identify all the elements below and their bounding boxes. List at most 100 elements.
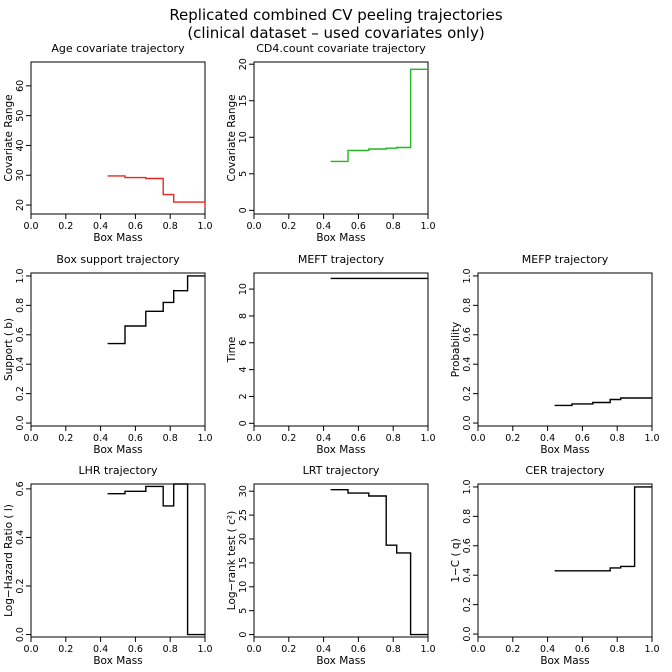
y-tick-label: 0.4 <box>462 357 473 372</box>
x-tick-label: 0.8 <box>386 433 401 444</box>
y-tick-label: 0.6 <box>462 538 473 553</box>
y-tick-label: 0.6 <box>15 327 26 342</box>
x-tick-label: 0.0 <box>246 433 261 444</box>
y-axis: 0 5 10 15 20 25 30 <box>238 485 254 638</box>
x-tick-label: 0.0 <box>23 644 38 655</box>
y-tick-label: 0.0 <box>462 627 473 642</box>
y-tick-label: 0.4 <box>462 568 473 583</box>
y-tick-label: 30 <box>238 485 249 497</box>
x-tick-label: 0.2 <box>281 644 296 655</box>
series-line <box>107 483 205 636</box>
y-axis: 0.0 0.2 0.4 0.6 0.8 1.0 <box>462 479 478 642</box>
x-tick-label: 0.4 <box>316 433 331 444</box>
x-tick-label: 0.2 <box>58 644 73 655</box>
x-tick-label: 0.0 <box>470 644 485 655</box>
x-tick-label: 0.0 <box>23 221 38 232</box>
plot-frame <box>253 272 429 427</box>
y-tick-label: 0 <box>238 420 249 426</box>
y-tick-label: 6 <box>238 340 249 346</box>
chart-panel-5: MEFP trajectory 0.0 0.2 0.4 0.6 0.8 1.0 Box Mas… <box>450 253 660 456</box>
y-tick-label: 0.8 <box>462 509 473 524</box>
x-axis-label: Box Mass <box>93 444 142 456</box>
x-tick-label: 0.6 <box>575 433 590 444</box>
x-axis: 0.0 0.2 0.4 0.6 0.8 1.0 <box>470 637 660 655</box>
chart-panel-3: Box support trajectory 0.0 0.2 0.4 0.6 0.8 1.0… <box>3 253 213 456</box>
x-tick-label: 0.6 <box>128 433 143 444</box>
x-tick-label: 0.8 <box>386 221 401 232</box>
y-tick-label: 1.0 <box>462 268 473 283</box>
series-line <box>330 68 428 163</box>
x-tick-label: 0.2 <box>58 433 73 444</box>
chart-panel-6: LHR trajectory 0.0 0.2 0.4 0.6 0.8 1.0 Box Mass… <box>3 464 213 667</box>
x-tick-label: 1.0 <box>420 433 435 444</box>
x-tick-label: 0.2 <box>58 221 73 232</box>
y-tick-label: 0.8 <box>15 298 26 313</box>
panel-title: CD4.count covariate trajectory <box>256 42 426 55</box>
x-tick-label: 1.0 <box>644 433 659 444</box>
y-tick-label: 1.0 <box>15 268 26 283</box>
y-tick-label: 15 <box>238 95 249 107</box>
x-tick-label: 0.6 <box>128 221 143 232</box>
y-axis-label: Time <box>226 337 238 364</box>
y-axis-label: 1−C ( q) <box>450 538 462 582</box>
y-tick-label: 4 <box>238 367 249 373</box>
figure-title-line-1: Replicated combined CV peeling trajector… <box>169 6 503 24</box>
y-tick-label: 0.2 <box>15 578 26 593</box>
x-axis-label: Box Mass <box>540 444 589 456</box>
y-tick-label: 0.6 <box>15 481 26 496</box>
y-axis: 0.0 0.2 0.4 0.6 <box>15 481 31 642</box>
panel-title: MEFT trajectory <box>298 253 385 266</box>
y-axis: 20 30 40 50 60 <box>15 80 31 211</box>
y-tick-label: 0.4 <box>15 530 26 545</box>
x-axis: 0.0 0.2 0.4 0.6 0.8 1.0 <box>246 637 436 655</box>
x-axis-label: Box Mass <box>93 232 142 244</box>
y-tick-label: 8 <box>238 313 249 319</box>
x-axis: 0.0 0.2 0.4 0.6 0.8 1.0 <box>246 426 436 444</box>
y-tick-label: 0 <box>238 207 249 213</box>
y-tick-label: 2 <box>238 393 249 399</box>
y-axis: 0 2 4 6 8 10 <box>238 283 254 426</box>
x-tick-label: 1.0 <box>420 221 435 232</box>
y-tick-label: 0.2 <box>462 386 473 401</box>
y-tick-label: 15 <box>238 557 249 569</box>
x-tick-label: 0.6 <box>351 221 366 232</box>
y-tick-label: 1.0 <box>462 479 473 494</box>
panel-title: LRT trajectory <box>303 464 380 477</box>
x-tick-label: 0.4 <box>93 644 108 655</box>
y-tick-label: 0 <box>238 632 249 638</box>
y-tick-label: 0.0 <box>462 416 473 431</box>
plot-frame <box>477 272 653 427</box>
x-tick-label: 0.6 <box>351 433 366 444</box>
x-tick-label: 0.8 <box>163 644 178 655</box>
series-line <box>554 397 652 407</box>
y-axis-label: Log−rank test ( c²) <box>226 511 238 610</box>
x-tick-label: 0.8 <box>610 644 625 655</box>
y-axis-label: Log−Hazard Ratio ( l) <box>3 504 15 617</box>
plot-frame <box>30 483 206 638</box>
y-tick-label: 10 <box>238 283 249 295</box>
y-tick-label: 0.0 <box>15 627 26 642</box>
panel-title: CER trajectory <box>525 464 605 477</box>
y-tick-label: 25 <box>238 509 249 521</box>
panel-title: Age covariate trajectory <box>51 42 185 55</box>
figure-title-line-2: (clinical dataset – used covariates only… <box>187 24 484 42</box>
series-line <box>330 489 428 636</box>
chart-panel-1: Age covariate trajectory 0.0 0.2 0.4 0.6 0.8 1… <box>3 42 213 244</box>
y-tick-label: 5 <box>238 171 249 177</box>
x-tick-label: 1.0 <box>197 433 212 444</box>
y-tick-label: 20 <box>15 199 26 211</box>
x-tick-label: 0.0 <box>246 644 261 655</box>
x-tick-label: 0.8 <box>163 221 178 232</box>
plot-frame <box>253 483 429 638</box>
y-axis: 0.0 0.2 0.4 0.6 0.8 1.0 <box>15 268 31 431</box>
x-axis-label: Box Mass <box>93 655 142 667</box>
y-axis-label: Support ( b) <box>3 318 15 381</box>
x-axis: 0.0 0.2 0.4 0.6 0.8 1.0 <box>470 426 660 444</box>
y-tick-label: 10 <box>238 131 249 143</box>
panel-title: MEFP trajectory <box>522 253 609 266</box>
x-tick-label: 0.0 <box>246 221 261 232</box>
x-axis-label: Box Mass <box>316 655 365 667</box>
plot-frame <box>477 483 653 638</box>
x-tick-label: 0.6 <box>351 644 366 655</box>
